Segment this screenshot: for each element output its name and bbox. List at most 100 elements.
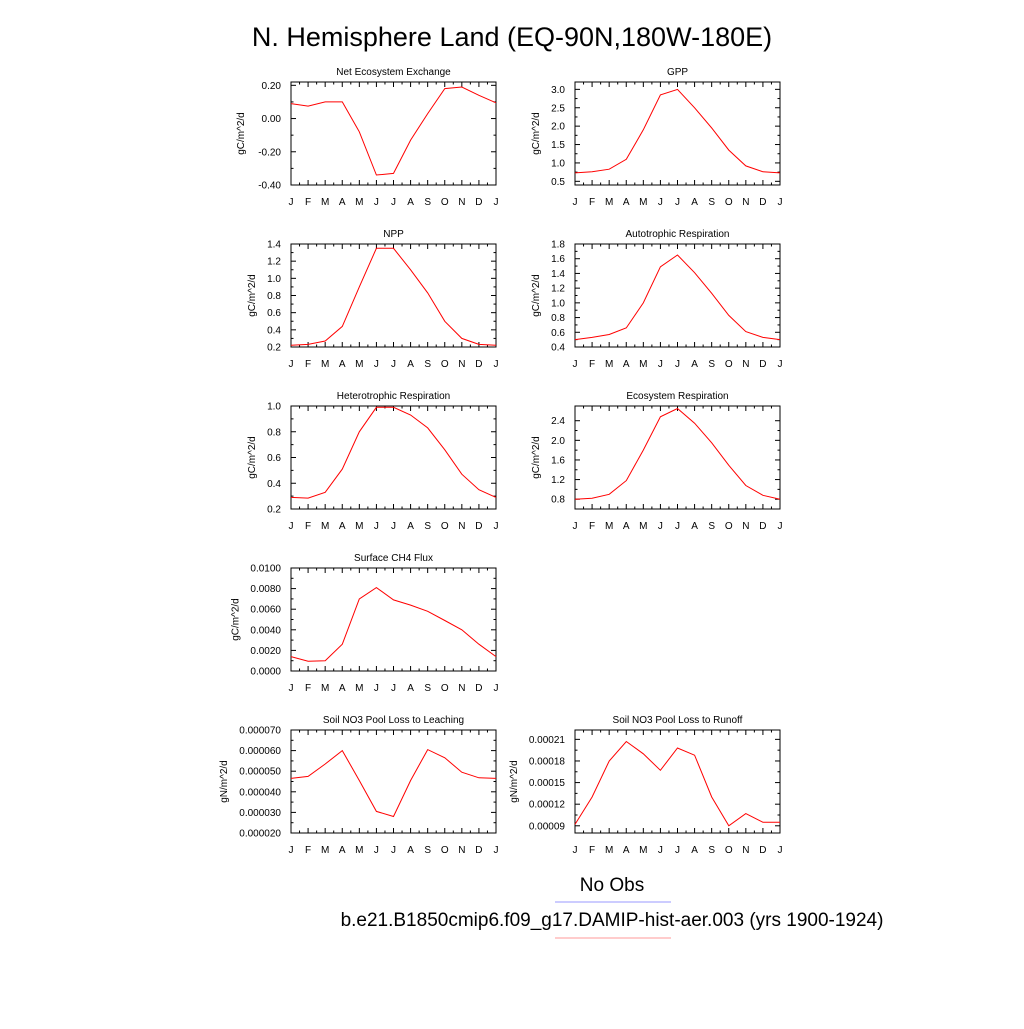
x-tick-label: J bbox=[374, 197, 379, 208]
y-tick-label: 0.4 bbox=[551, 343, 565, 354]
x-tick-label: A bbox=[339, 845, 346, 856]
x-tick-label: J bbox=[374, 521, 379, 532]
x-tick-label: J bbox=[658, 359, 663, 370]
x-tick-label: F bbox=[305, 521, 311, 532]
x-tick-label: M bbox=[355, 683, 363, 694]
y-axis-label: gC/m^2/d bbox=[247, 274, 258, 317]
y-tick-label: 0.00009 bbox=[529, 821, 566, 832]
x-tick-label: O bbox=[441, 845, 449, 856]
series-line bbox=[290, 748, 497, 818]
x-tick-label: N bbox=[458, 359, 465, 370]
x-tick-label: J bbox=[658, 521, 663, 532]
x-tick-label: D bbox=[759, 359, 766, 370]
x-tick-label: O bbox=[441, 683, 449, 694]
y-axis-label: gC/m^2/d bbox=[531, 112, 542, 155]
x-tick-label: S bbox=[424, 521, 431, 532]
x-tick-label: A bbox=[407, 359, 414, 370]
x-tick-label: J bbox=[494, 521, 499, 532]
x-tick-label: S bbox=[708, 845, 715, 856]
y-axis-label: gC/m^2/d bbox=[247, 436, 258, 479]
y-tick-label: 0.00018 bbox=[529, 756, 566, 767]
y-tick-label: 0.5 bbox=[551, 177, 565, 188]
x-tick-label: F bbox=[305, 845, 311, 856]
x-tick-label: J bbox=[289, 197, 294, 208]
x-tick-label: F bbox=[305, 197, 311, 208]
plot-frame bbox=[574, 243, 781, 348]
x-tick-label: D bbox=[475, 845, 482, 856]
x-tick-label: D bbox=[475, 359, 482, 370]
y-axis-label: gC/m^2/d bbox=[236, 112, 247, 155]
x-tick-label: J bbox=[289, 521, 294, 532]
x-tick-label: J bbox=[778, 197, 783, 208]
x-tick-label: J bbox=[374, 845, 379, 856]
y-tick-label: 2.0 bbox=[551, 122, 565, 133]
series-line bbox=[574, 740, 780, 827]
x-tick-label: A bbox=[691, 845, 698, 856]
x-tick-label: A bbox=[339, 359, 346, 370]
y-tick-label: 0.0000 bbox=[250, 667, 281, 678]
x-tick-label: J bbox=[289, 845, 294, 856]
y-tick-label: 0.00021 bbox=[529, 735, 566, 746]
panel-title: Autotrophic Respiration bbox=[626, 229, 730, 240]
x-tick-label: N bbox=[458, 845, 465, 856]
y-tick-label: 0.2 bbox=[267, 505, 281, 516]
x-tick-label: D bbox=[475, 197, 482, 208]
x-tick-label: M bbox=[639, 197, 647, 208]
x-tick-label: O bbox=[725, 845, 733, 856]
series-line bbox=[290, 247, 497, 346]
plot-frame bbox=[574, 729, 781, 834]
y-tick-label: 1.4 bbox=[551, 269, 565, 280]
y-tick-label: 0.6 bbox=[267, 453, 281, 464]
y-tick-label: 0.8 bbox=[267, 291, 281, 302]
series-line bbox=[290, 586, 497, 662]
x-tick-label: M bbox=[605, 521, 613, 532]
x-tick-label: O bbox=[441, 521, 449, 532]
x-tick-label: J bbox=[494, 359, 499, 370]
x-tick-label: F bbox=[589, 521, 595, 532]
x-tick-label: A bbox=[691, 521, 698, 532]
series-line bbox=[574, 254, 781, 341]
x-tick-label: J bbox=[391, 845, 396, 856]
x-tick-label: M bbox=[639, 521, 647, 532]
x-tick-label: M bbox=[355, 521, 363, 532]
y-tick-label: 0.00 bbox=[262, 114, 282, 125]
x-tick-label: A bbox=[407, 845, 414, 856]
x-tick-label: A bbox=[339, 521, 346, 532]
x-tick-label: N bbox=[742, 845, 749, 856]
x-tick-label: N bbox=[742, 359, 749, 370]
x-tick-label: O bbox=[725, 521, 733, 532]
panel-title: Heterotrophic Respiration bbox=[337, 391, 450, 402]
plot-frame bbox=[290, 729, 497, 834]
y-tick-label: 1.4 bbox=[267, 240, 281, 251]
x-tick-label: F bbox=[589, 197, 595, 208]
y-tick-label: 0.2 bbox=[267, 343, 281, 354]
y-axis-label: gC/m^2/d bbox=[230, 598, 241, 641]
x-tick-label: J bbox=[778, 521, 783, 532]
x-tick-label: M bbox=[605, 197, 613, 208]
x-tick-label: A bbox=[623, 521, 630, 532]
y-tick-label: 0.4 bbox=[267, 479, 281, 490]
x-tick-label: A bbox=[407, 197, 414, 208]
x-tick-label: N bbox=[742, 521, 749, 532]
y-tick-label: -0.40 bbox=[258, 181, 281, 192]
x-tick-label: S bbox=[424, 197, 431, 208]
series-line bbox=[290, 406, 497, 499]
x-tick-label: M bbox=[355, 359, 363, 370]
series-line bbox=[290, 86, 497, 176]
y-tick-label: 0.6 bbox=[267, 308, 281, 319]
x-tick-label: M bbox=[605, 359, 613, 370]
x-tick-label: F bbox=[305, 359, 311, 370]
x-tick-label: S bbox=[708, 197, 715, 208]
x-tick-label: J bbox=[658, 197, 663, 208]
panel-title: Surface CH4 Flux bbox=[354, 553, 433, 564]
x-tick-label: J bbox=[573, 521, 578, 532]
